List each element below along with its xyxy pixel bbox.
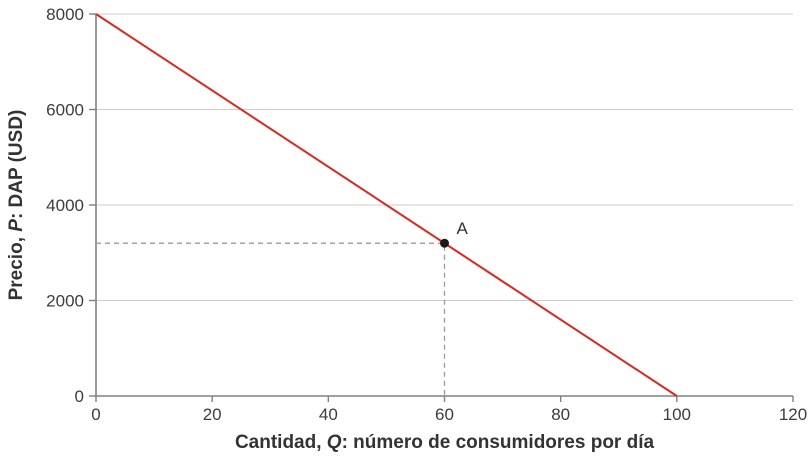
x-axis-title: Cantidad, Q: número de consumidores por … (235, 432, 655, 453)
x-tick-label-0: 0 (91, 405, 100, 424)
x-tick-label-80: 80 (551, 405, 570, 424)
y-tick-label-0: 0 (75, 387, 84, 406)
demand-curve (95, 13, 678, 397)
x-tick-label-120: 120 (779, 405, 807, 424)
x-tick-label-20: 20 (203, 405, 222, 424)
y-tick-label-2000: 2000 (46, 292, 84, 311)
point-A-marker (440, 238, 449, 248)
guide-dashed-line-A (96, 242, 446, 396)
y-tick-label-4000: 4000 (46, 196, 84, 215)
x-tick-label-60: 60 (435, 405, 454, 424)
point-A-label: A (457, 219, 469, 238)
y-axis-title: Precio, P: DAP (USD) (6, 110, 27, 301)
x-tick-label-100: 100 (663, 405, 691, 424)
y-tick-label-8000: 8000 (46, 5, 84, 24)
x-tick-label-40: 40 (319, 405, 338, 424)
y-tick-label-6000: 6000 (46, 101, 84, 120)
